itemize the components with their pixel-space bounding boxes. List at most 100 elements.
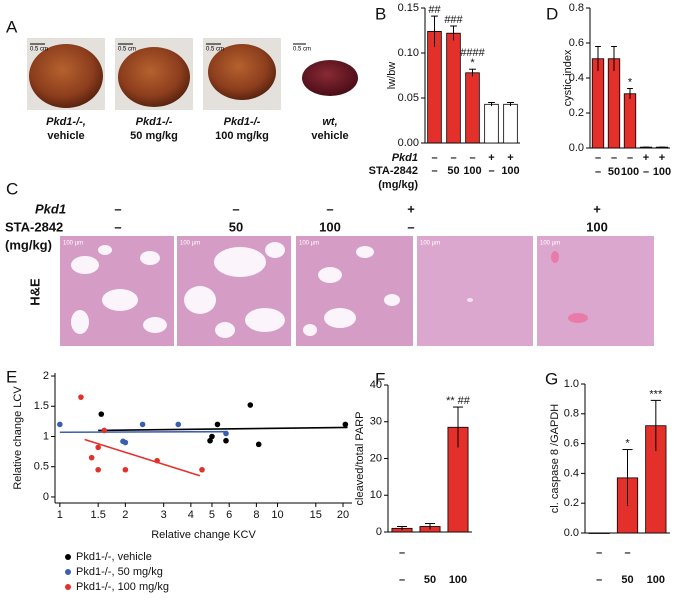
y-tick-label: 1 (43, 430, 49, 442)
bar (484, 103, 499, 144)
condition-label: – (232, 201, 239, 216)
x-tick-label: 15 (310, 509, 322, 521)
photo-caption: 100 mg/kg (215, 130, 269, 142)
condition-label: – (643, 166, 649, 178)
x-tick-label: 10 (271, 509, 283, 521)
bar (591, 58, 605, 149)
condition-label: – (488, 165, 494, 177)
point (214, 421, 221, 428)
photo-caption: vehicle (47, 130, 84, 142)
row-label: STA-2842 (369, 165, 418, 177)
point (95, 444, 101, 451)
fit-line (59, 430, 226, 434)
y-tick-label: 0.4 (564, 467, 579, 479)
significance: ## (428, 4, 441, 16)
y-axis-label: cystic index (562, 49, 574, 106)
legend-marker (65, 554, 71, 560)
photo-caption: vehicle (311, 130, 348, 142)
legend-marker (65, 569, 71, 575)
y-axis-label: Relative change LCV (12, 386, 24, 490)
panel-letter: F (375, 369, 385, 388)
significance: ** ## (446, 395, 471, 407)
condition-label: 100 (319, 219, 341, 234)
scale-label: 100 µm (180, 241, 200, 247)
y-tick-label: 0 (43, 491, 49, 503)
significance: * (628, 76, 633, 88)
significance: * (625, 437, 630, 449)
y-tick-label: 0.6 (569, 37, 584, 49)
y-tick-label: 0.10 (398, 47, 419, 59)
bar (623, 93, 637, 149)
condition-label: 100 (501, 165, 519, 177)
significance: ### (444, 14, 463, 26)
y-tick-label: 0.2 (564, 497, 579, 509)
condition-label: – (114, 219, 121, 234)
point (223, 437, 229, 444)
y-tick-label: 0.2 (569, 107, 584, 119)
panel-letter: C (6, 179, 18, 198)
condition-label: – (114, 201, 121, 216)
liver-photo: 0.5 cm (290, 38, 368, 110)
condition-label: – (431, 152, 437, 164)
x-tick-label: 8 (253, 509, 259, 521)
point (255, 441, 262, 448)
y-tick-label: 0.05 (398, 92, 419, 104)
point (139, 421, 146, 428)
bar (427, 30, 442, 144)
x-tick-label: 1 (57, 509, 63, 521)
condition-label: + (643, 152, 649, 164)
x-tick-label: 2 (122, 509, 128, 521)
panel-letter: E (6, 367, 17, 386)
y-tick-label: 2 (43, 370, 49, 382)
condition-label: 100 (647, 574, 665, 586)
histology-image: 100 µm (296, 236, 413, 346)
point (88, 454, 95, 461)
condition-label: – (627, 152, 633, 164)
bar (503, 103, 518, 144)
condition-label: – (431, 165, 437, 177)
fit-line (84, 438, 201, 477)
photo-caption: Pkd1-/- (136, 116, 173, 128)
x-axis-label: Relative change KCV (151, 529, 256, 541)
histology-image: 100 µm (177, 236, 291, 346)
condition-label: + (659, 152, 665, 164)
scale-label: 0.5 cm (118, 47, 136, 53)
legend-marker (65, 584, 71, 590)
significance: * (470, 57, 475, 69)
x-tick-label: 5 (209, 509, 215, 521)
condition-label: 100 (653, 166, 671, 178)
point (122, 439, 129, 446)
condition-label: – (596, 547, 602, 559)
scale-label: 100 µm (299, 241, 319, 247)
y-tick-label: 30 (370, 416, 382, 428)
y-tick-label: 0.00 (398, 137, 419, 149)
point (57, 421, 63, 428)
y-tick-label: 0.0 (569, 142, 584, 154)
y-tick-label: 0.4 (569, 72, 584, 84)
y-tick-label: 0.8 (569, 2, 584, 14)
condition-label: – (469, 152, 475, 164)
legend-label: Pkd1-/-, 50 mg/kg (76, 566, 163, 578)
point (199, 466, 205, 473)
condition-label: 50 (608, 166, 620, 178)
scale-label: 0.5 cm (30, 47, 48, 53)
row-label: (mg/kg) (378, 179, 418, 191)
row-label: (mg/kg) (5, 237, 52, 252)
y-tick-label: 10 (370, 489, 382, 501)
condition-label: – (326, 201, 333, 216)
panel-letter: B (375, 4, 386, 23)
point (78, 394, 84, 400)
y-tick-label: 0.15 (398, 2, 419, 14)
row-label: Pkd1 (392, 152, 418, 164)
liver-photo: 0.5 cm (203, 38, 281, 110)
panel-letter: A (6, 17, 18, 36)
y-tick-label: 0.5 (34, 461, 49, 473)
liver-photo: 0.5 cm (115, 38, 193, 110)
row-label: STA-2842 (5, 219, 63, 234)
scale-label: 100 µm (420, 241, 440, 247)
scale-label: 0.5 cm (293, 47, 311, 53)
point (247, 402, 254, 408)
histology-image: 100 µm (537, 236, 654, 346)
y-tick-label: 40 (370, 379, 382, 391)
